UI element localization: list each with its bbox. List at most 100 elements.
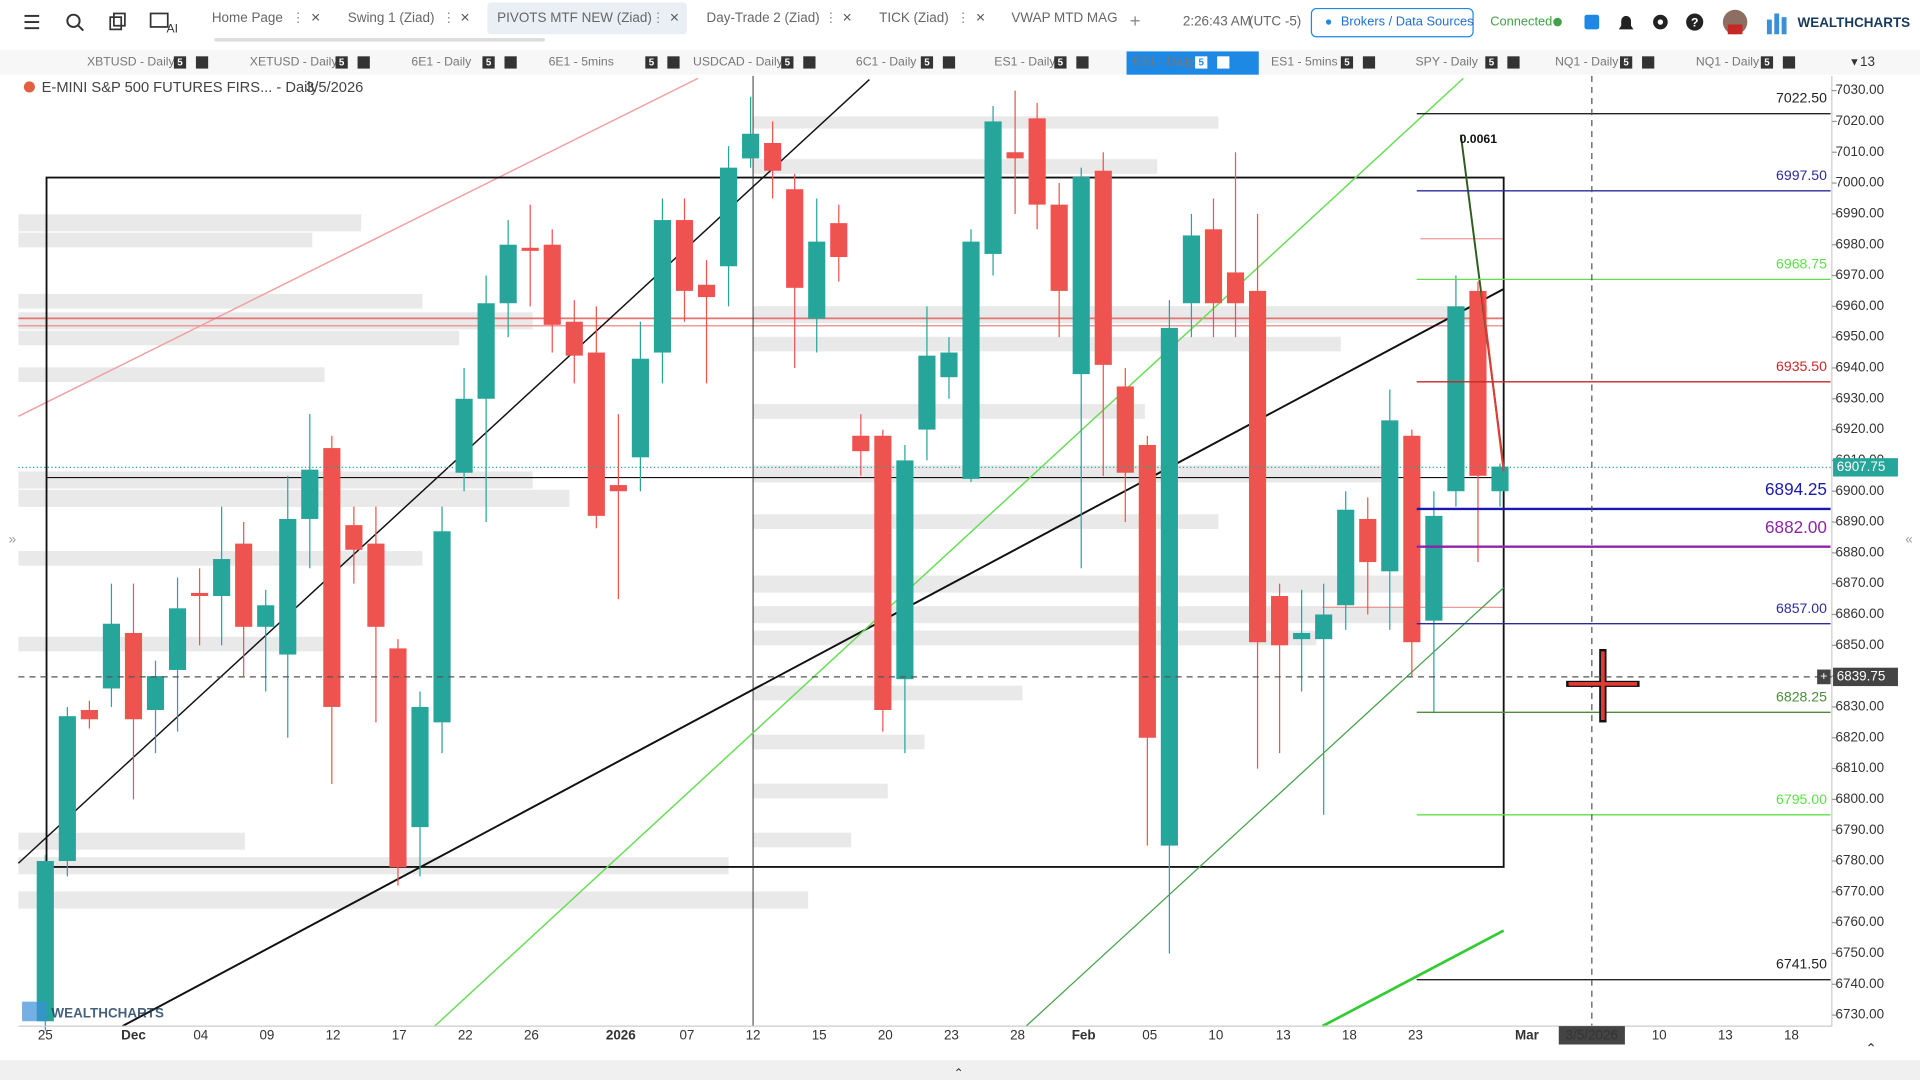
symbol-tab[interactable]: NQ1 - Daily (1555, 55, 1619, 69)
tab-icon[interactable] (667, 56, 680, 69)
symbol-tab[interactable]: ES1 - Daily (1133, 55, 1195, 69)
crosshair-plus[interactable]: + (1820, 669, 1827, 683)
y-tick-label: 6890.00 (1836, 514, 1885, 529)
tab-icon[interactable] (1217, 56, 1230, 69)
interval-badge-label: 5 (486, 58, 492, 69)
layouts-icon[interactable] (109, 12, 126, 31)
menu-icon[interactable] (24, 14, 40, 30)
level-label: 6828.25 (1776, 688, 1827, 704)
tab-icon[interactable] (1076, 56, 1089, 69)
panel-toggle[interactable]: ⌃ (954, 1066, 964, 1080)
tab-label[interactable]: PIVOTS MTF NEW (Ziad) (497, 10, 652, 25)
chart-title: E-MINI S&P 500 FUTURES FIRS... - Daily (42, 80, 319, 96)
ai-icon[interactable]: AI (149, 12, 178, 36)
interval-badge (1340, 56, 1354, 69)
right-expander[interactable]: « (1905, 532, 1912, 547)
symbol-tab[interactable]: 6E1 - Daily (411, 55, 472, 69)
symbol-tab[interactable]: 6E1 - 5mins (549, 55, 614, 69)
tab-menu[interactable]: ⋮ (956, 10, 969, 25)
y-tick-label: 6880.00 (1836, 544, 1885, 559)
save-icon[interactable] (1584, 14, 1600, 30)
symbol-tab[interactable]: SPY - Daily (1416, 55, 1479, 69)
tab-icon[interactable] (357, 56, 370, 69)
watermark-logo (22, 1001, 47, 1022)
candle-body (36, 861, 54, 1022)
x-tick-label: 10 (1652, 1027, 1667, 1042)
x-tick-label: 28 (1010, 1027, 1025, 1042)
candle-body (1381, 420, 1399, 572)
x-tick-label: 26 (524, 1027, 539, 1042)
y-tick-label: 7000.00 (1836, 175, 1885, 190)
candle-body (1271, 596, 1289, 646)
x-tick-label: 07 (679, 1027, 694, 1042)
tab-label[interactable]: Swing 1 (Ziad) (348, 10, 435, 25)
candle-body (874, 435, 892, 711)
tab-close[interactable]: × (311, 10, 320, 27)
candle-body (1425, 515, 1443, 621)
candle-body (1050, 204, 1068, 291)
tab-menu[interactable]: ⋮ (442, 10, 455, 25)
candle-body (1403, 435, 1421, 643)
chart-date: 3/5/2026 (306, 80, 363, 96)
y-tick-label: 6750.00 (1836, 945, 1885, 960)
crosshair-price-label: 6839.75 (1837, 668, 1886, 683)
tab-icon[interactable] (1362, 56, 1376, 69)
interval-badge-label: 5 (1198, 58, 1204, 69)
tab-menu[interactable]: ⋮ (651, 10, 664, 25)
symbol-tab[interactable]: XETUSD - Daily (250, 55, 339, 69)
symbol-tab[interactable]: XBTUSD - Daily (87, 55, 176, 69)
interval-badge (173, 56, 187, 69)
tab-menu[interactable]: ⋮ (291, 10, 304, 25)
candle-body (1028, 118, 1046, 205)
help-icon[interactable] (1686, 13, 1704, 31)
y-tick-label: 6940.00 (1836, 360, 1885, 375)
x-tick-label: 3/5/2026 (1566, 1027, 1618, 1042)
search-icon[interactable] (66, 13, 84, 32)
left-expander[interactable]: » (9, 532, 16, 547)
tab-label[interactable]: TICK (Ziad) (879, 10, 949, 25)
interval-badge-label: 5 (177, 58, 183, 69)
scroll-latest[interactable]: ⌃ (1865, 1041, 1876, 1056)
add-tab[interactable]: + (1130, 10, 1141, 31)
symbol-tab[interactable]: NQ1 - Daily (1696, 55, 1760, 69)
tab-label[interactable]: Home Page (212, 10, 283, 25)
tab-label[interactable]: VWAP MTD MAG (1011, 10, 1117, 25)
tab-icon[interactable] (1782, 56, 1796, 69)
tab-count: 13 (1860, 54, 1875, 69)
active-tab-bg (487, 2, 687, 35)
symbol-tab[interactable]: USDCAD - Daily (693, 55, 784, 69)
symbol-tab[interactable]: ES1 - 5mins (1271, 55, 1338, 69)
settings-hole (1657, 19, 1664, 25)
tab-icon[interactable] (1507, 56, 1520, 69)
tab-icon[interactable] (1642, 56, 1655, 69)
symbol-tab[interactable]: 6C1 - Daily (856, 55, 917, 69)
overflow-caret[interactable]: ▼ (1849, 56, 1860, 68)
candle-body (918, 355, 936, 430)
tab-icon[interactable] (504, 56, 517, 69)
bell-icon[interactable] (1618, 15, 1634, 30)
candle-body (1116, 386, 1134, 473)
tab-icon[interactable] (803, 56, 816, 69)
tab-label[interactable]: Day-Trade 2 (Ziad) (707, 10, 820, 25)
tab-icon[interactable] (195, 56, 209, 69)
brokers-button[interactable] (1310, 7, 1474, 38)
x-tick-label: 22 (458, 1027, 473, 1042)
tab-close[interactable]: × (842, 10, 851, 27)
tab-close[interactable]: × (670, 10, 679, 27)
x-tick-label: Dec (121, 1027, 146, 1042)
candle-body (896, 460, 914, 680)
tab-icon[interactable] (942, 56, 956, 69)
candle-body (323, 448, 341, 707)
candle-body (1293, 632, 1311, 640)
tab-menu[interactable]: ⋮ (824, 10, 837, 25)
tab-close[interactable]: × (460, 10, 469, 27)
candle-body (411, 706, 429, 828)
x-tick-label: 05 (1142, 1027, 1157, 1042)
crosshair-plus-bg[interactable] (1817, 669, 1831, 685)
candle-body (1447, 306, 1465, 492)
avatar-shirt (1727, 24, 1743, 35)
symbol-tab[interactable]: ES1 - Daily (994, 55, 1056, 69)
tab-close[interactable]: × (976, 10, 985, 27)
watermark: WEALTHCHARTS (51, 1005, 164, 1020)
interval-badge (1620, 56, 1633, 69)
